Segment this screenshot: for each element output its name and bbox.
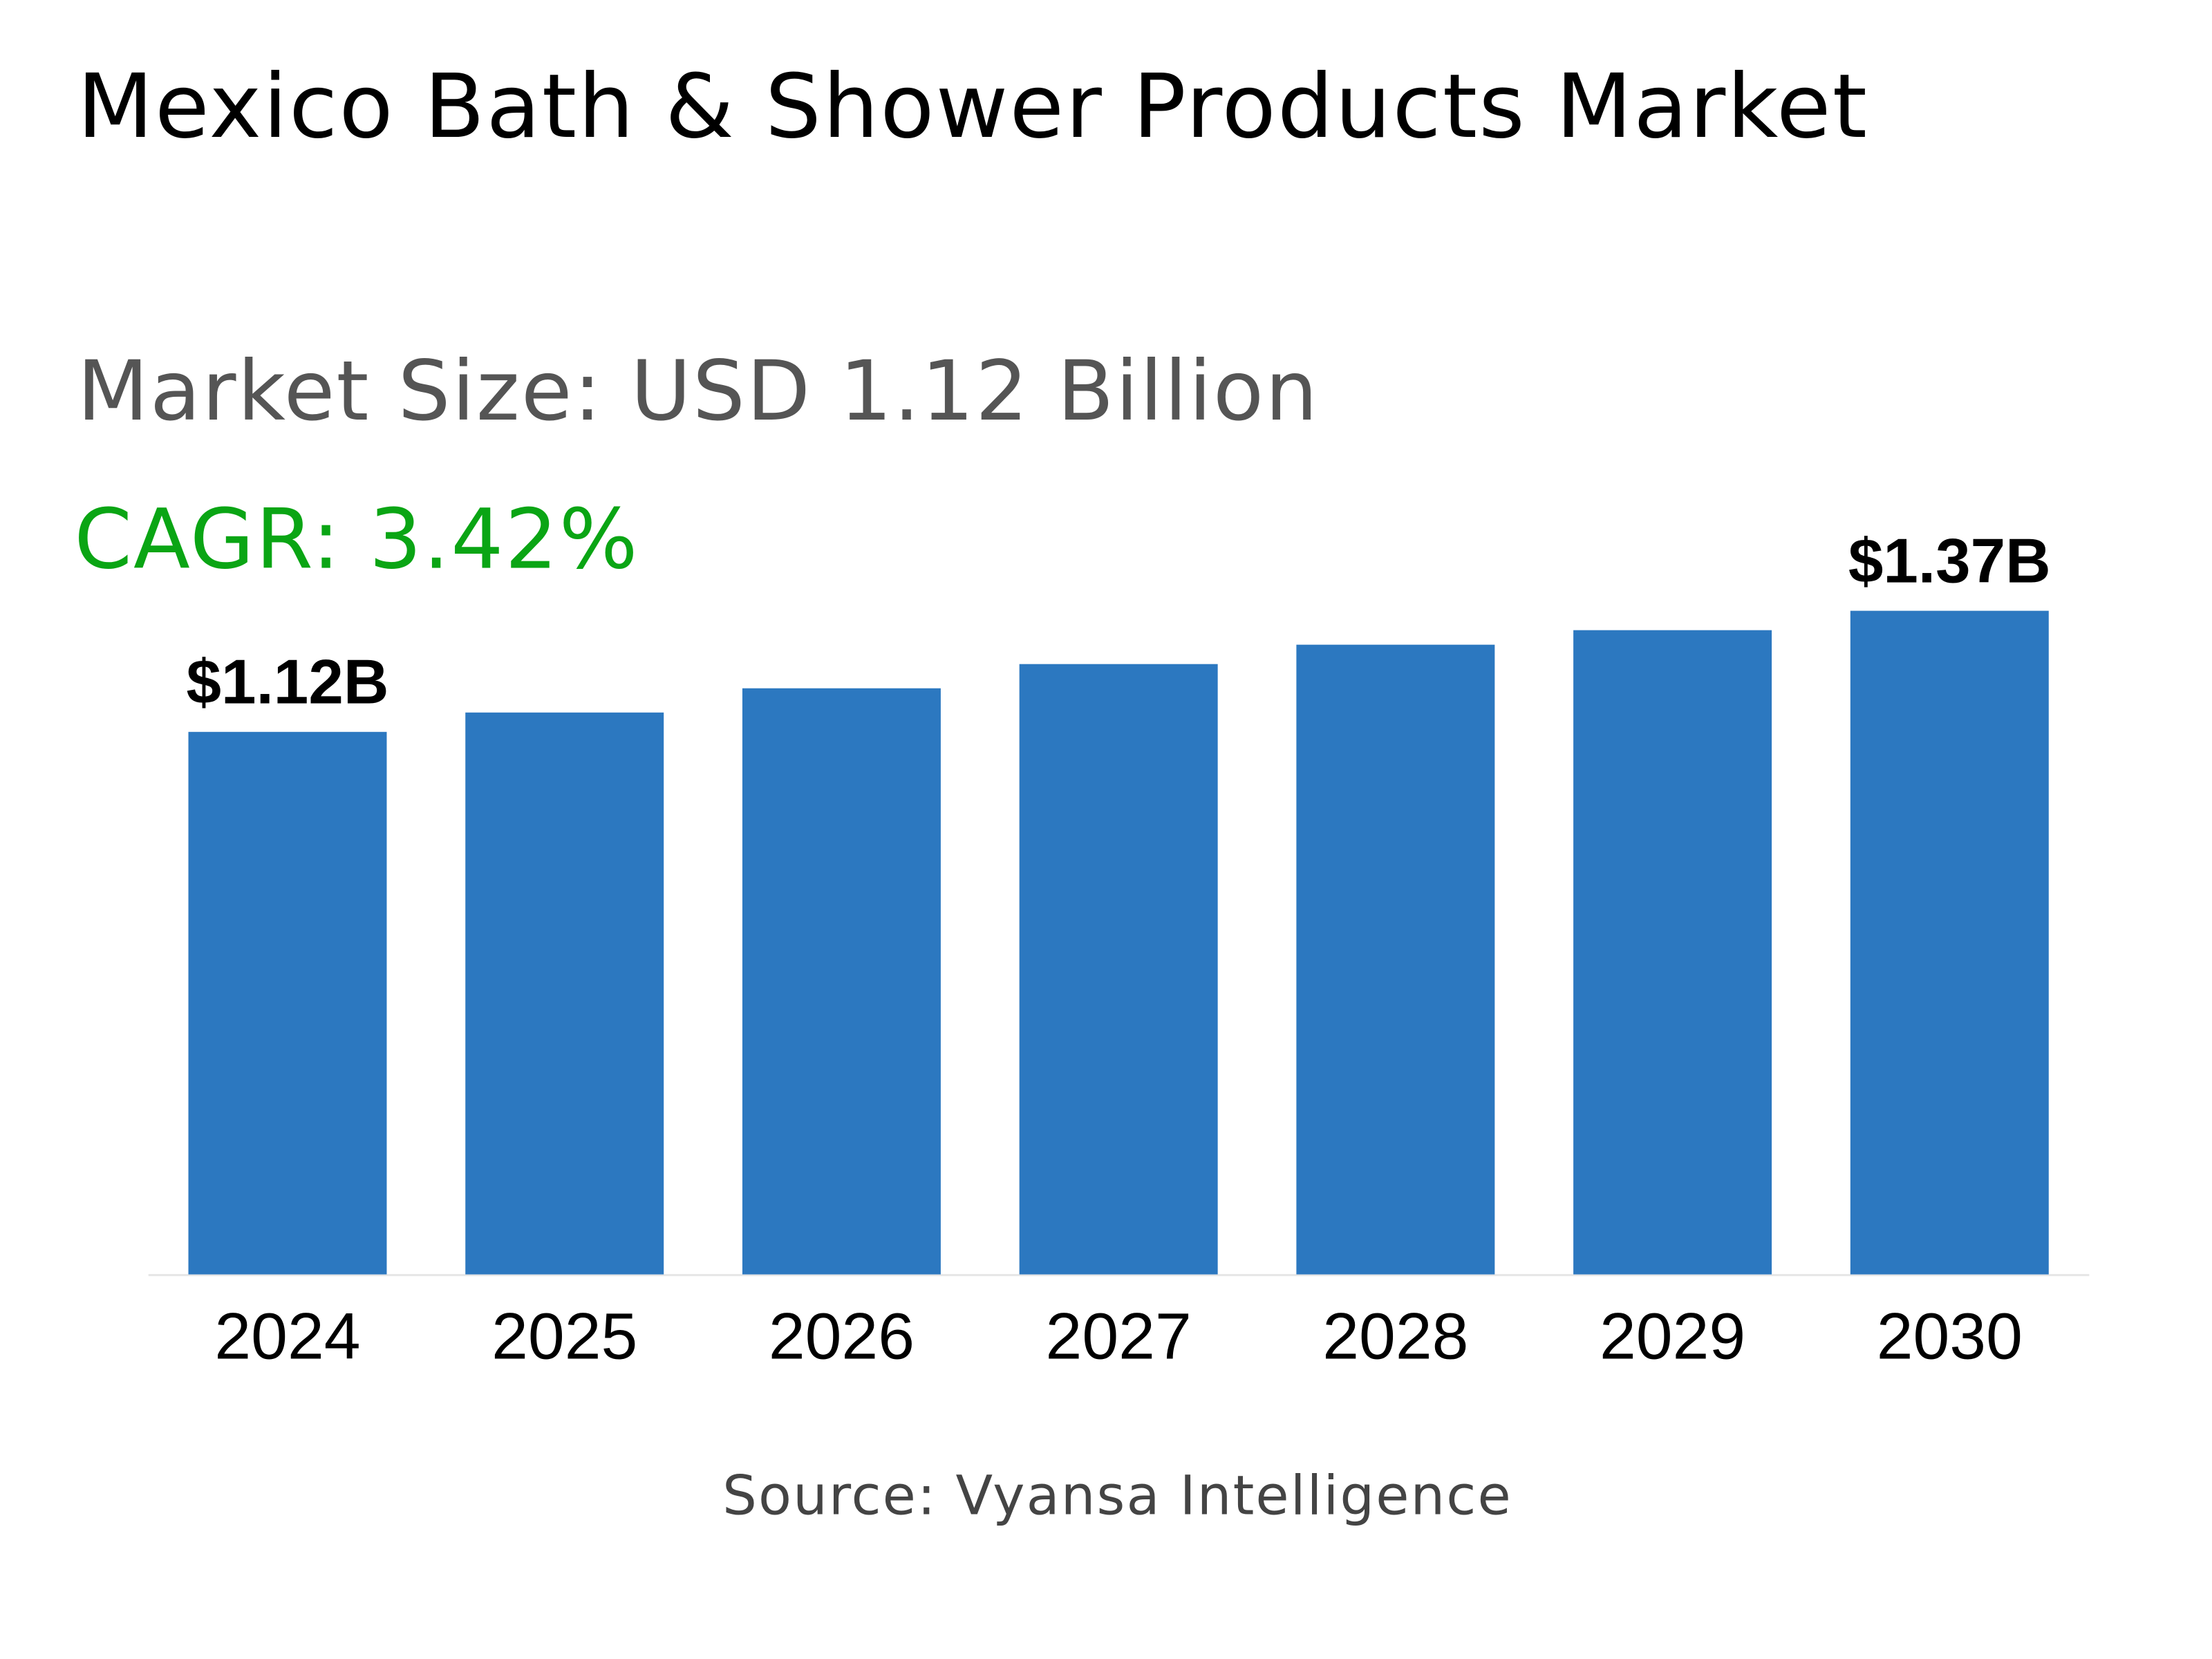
bar-2030	[1850, 610, 2049, 1275]
x-tick-label: 2027	[1046, 1300, 1192, 1373]
x-tick-label: 2030	[1877, 1300, 2023, 1373]
bar-2027	[1019, 664, 1218, 1275]
cagr-text: CAGR: 3.42%	[74, 491, 639, 588]
x-tick-label: 2024	[214, 1300, 360, 1373]
bar-2024	[188, 731, 387, 1275]
data-label: $1.12B	[187, 647, 389, 717]
data-label: $1.37B	[1848, 526, 2051, 596]
x-tick-label: 2028	[1322, 1300, 1468, 1373]
x-tick-label: 2029	[1600, 1300, 1745, 1373]
chart-title: Mexico Bath & Shower Products Market	[77, 54, 1868, 159]
x-tick-label: 2025	[491, 1300, 637, 1373]
source-text: Source: Vyansa Intelligence	[722, 1464, 1512, 1528]
bar-2028	[1296, 644, 1495, 1275]
x-tick-label: 2026	[769, 1300, 915, 1373]
bar-2025	[465, 712, 664, 1275]
market-size-text: Market Size: USD 1.12 Billion	[77, 342, 1320, 440]
bar-2026	[742, 688, 941, 1275]
bar-2029	[1573, 630, 1772, 1275]
